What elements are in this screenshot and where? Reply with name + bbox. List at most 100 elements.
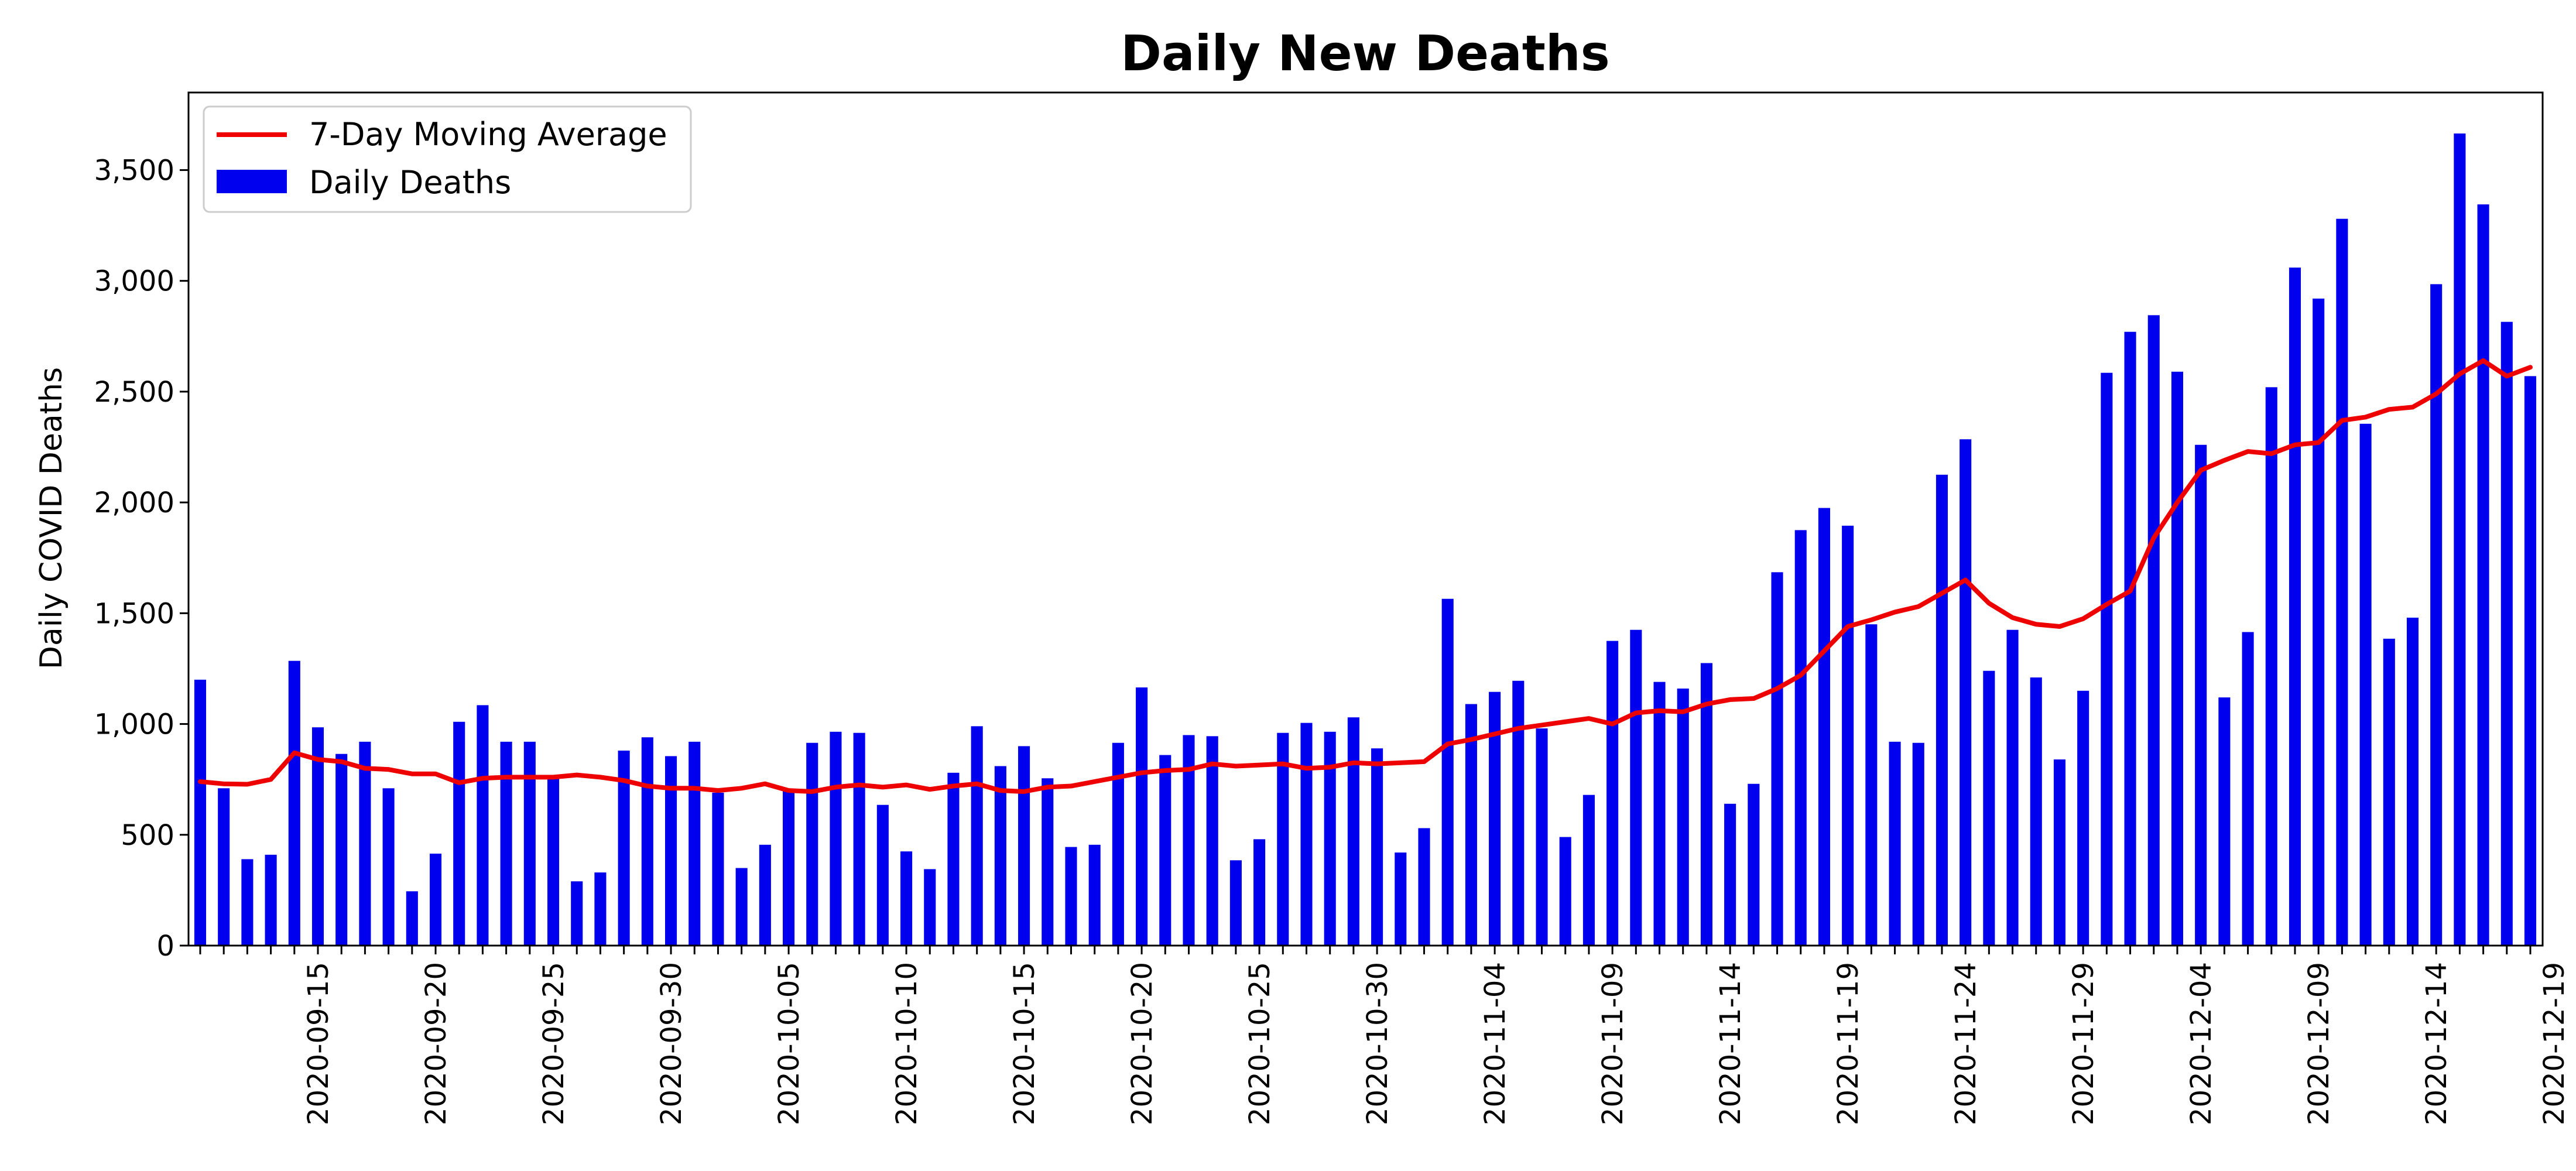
bar-day-18 [618,750,630,946]
bar-day-58 [1559,837,1571,946]
bar-day-50 [1371,748,1383,946]
line-series [198,358,2533,794]
bar-day-93 [2383,638,2395,946]
bar-day-96 [2454,133,2466,946]
bar-day-13 [500,741,512,946]
x-tick-label: 2020-10-10 [890,962,923,1125]
bar-day-4 [288,660,300,946]
bar-day-34 [994,766,1006,946]
bar-series [194,133,2537,946]
bar-day-43 [1206,736,1218,946]
bar-day-64 [1700,663,1712,946]
bar-day-89 [2289,267,2301,946]
bar-day-39 [1112,742,1124,946]
bar-day-87 [2242,632,2254,946]
x-tick-label: 2020-11-24 [1950,962,1982,1125]
bar-day-24 [759,844,771,946]
bar-day-82 [2124,331,2136,946]
bar-day-27 [830,731,842,946]
bar-day-97 [2477,204,2489,946]
bar-day-16 [571,881,583,946]
bar-day-51 [1395,852,1407,946]
y-tick-label: 1,000 [94,708,174,741]
legend-label-moving-average: 7-Day Moving Average [309,116,667,153]
bar-day-31 [924,869,936,946]
x-tick-label: 2020-12-09 [2303,962,2335,1125]
bar-day-14 [523,741,536,946]
bar-day-53 [1441,598,1454,946]
x-tick-label: 2020-11-19 [1832,962,1865,1125]
bar-day-74 [1936,474,1948,946]
x-tick-label: 2020-10-25 [1244,962,1276,1125]
bar-day-49 [1347,717,1359,946]
bar-day-6 [335,754,348,946]
x-tick-label: 2020-12-14 [2420,962,2453,1125]
bar-day-80 [2077,690,2089,946]
bar-day-40 [1136,687,1148,946]
bar-day-52 [1418,828,1430,946]
y-tick-label: 1,500 [94,597,174,630]
bar-day-28 [853,732,865,946]
bar-day-81 [2101,372,2113,946]
bar-day-99 [2524,376,2537,946]
plot-frame [187,91,2544,947]
x-tick-label: 2020-12-04 [2185,962,2218,1125]
bar-day-95 [2430,284,2443,946]
x-tick-label: 2020-10-20 [1126,962,1159,1125]
bar-day-29 [876,804,889,946]
bar-day-68 [1794,530,1807,946]
bar-day-23 [735,868,748,946]
bar-day-90 [2313,298,2325,946]
bar-day-55 [1489,691,1501,946]
x-tick-label: 2020-11-09 [1597,962,1629,1125]
bar-day-7 [359,741,371,946]
bar-day-3 [265,854,277,946]
y-axis-label: Daily COVID Deaths [34,367,69,669]
moving-average-line [198,358,2533,794]
bar-day-17 [594,872,607,946]
x-tick-label: 2020-09-20 [420,962,453,1125]
legend-box [203,105,692,213]
x-tick-label: 2020-11-29 [2067,962,2100,1125]
bar-day-26 [806,742,818,946]
bar-day-41 [1159,755,1171,946]
bar-day-8 [382,788,395,946]
bar-day-48 [1324,731,1336,946]
y-tick-label: 500 [121,819,174,852]
bar-day-72 [1889,741,1901,946]
bar-day-9 [406,891,418,946]
bar-day-37 [1065,847,1077,946]
bar-day-88 [2265,387,2277,946]
bar-day-84 [2171,371,2184,946]
x-tick-label: 2020-10-30 [1361,962,1394,1125]
bar-day-67 [1771,572,1783,946]
bar-day-47 [1300,723,1313,946]
bar-day-10 [429,853,442,946]
bar-day-30 [900,851,913,946]
x-tick-label: 2020-11-14 [1714,962,1747,1125]
bar-day-73 [1912,742,1924,946]
bar-day-63 [1677,689,1689,946]
bar-day-21 [688,741,701,946]
bar-day-0 [194,679,207,946]
bar-day-77 [2006,629,2019,946]
bar-day-91 [2336,218,2348,946]
bar-day-46 [1277,732,1289,946]
x-tick-label: 2020-12-19 [2538,962,2571,1125]
x-axis: 2020-09-15 2020-09-20 2020-09-25 2020-09-30… [199,946,2571,1125]
x-tick-label: 2020-11-04 [1479,962,1512,1125]
bar-day-78 [2030,677,2042,946]
bar-day-60 [1606,641,1619,946]
legend: 7-Day Moving Average Daily Deaths [203,105,692,213]
bar-day-70 [1842,525,1854,946]
bar-day-22 [712,792,724,946]
y-tick-label: 3,500 [94,154,174,187]
x-tick-label: 2020-09-15 [302,962,335,1125]
bar-day-62 [1653,682,1666,946]
bar-day-79 [2053,759,2066,946]
bar-day-25 [783,790,795,946]
bar-day-57 [1536,728,1548,946]
bar-day-11 [453,721,465,946]
bar-day-59 [1582,795,1595,946]
